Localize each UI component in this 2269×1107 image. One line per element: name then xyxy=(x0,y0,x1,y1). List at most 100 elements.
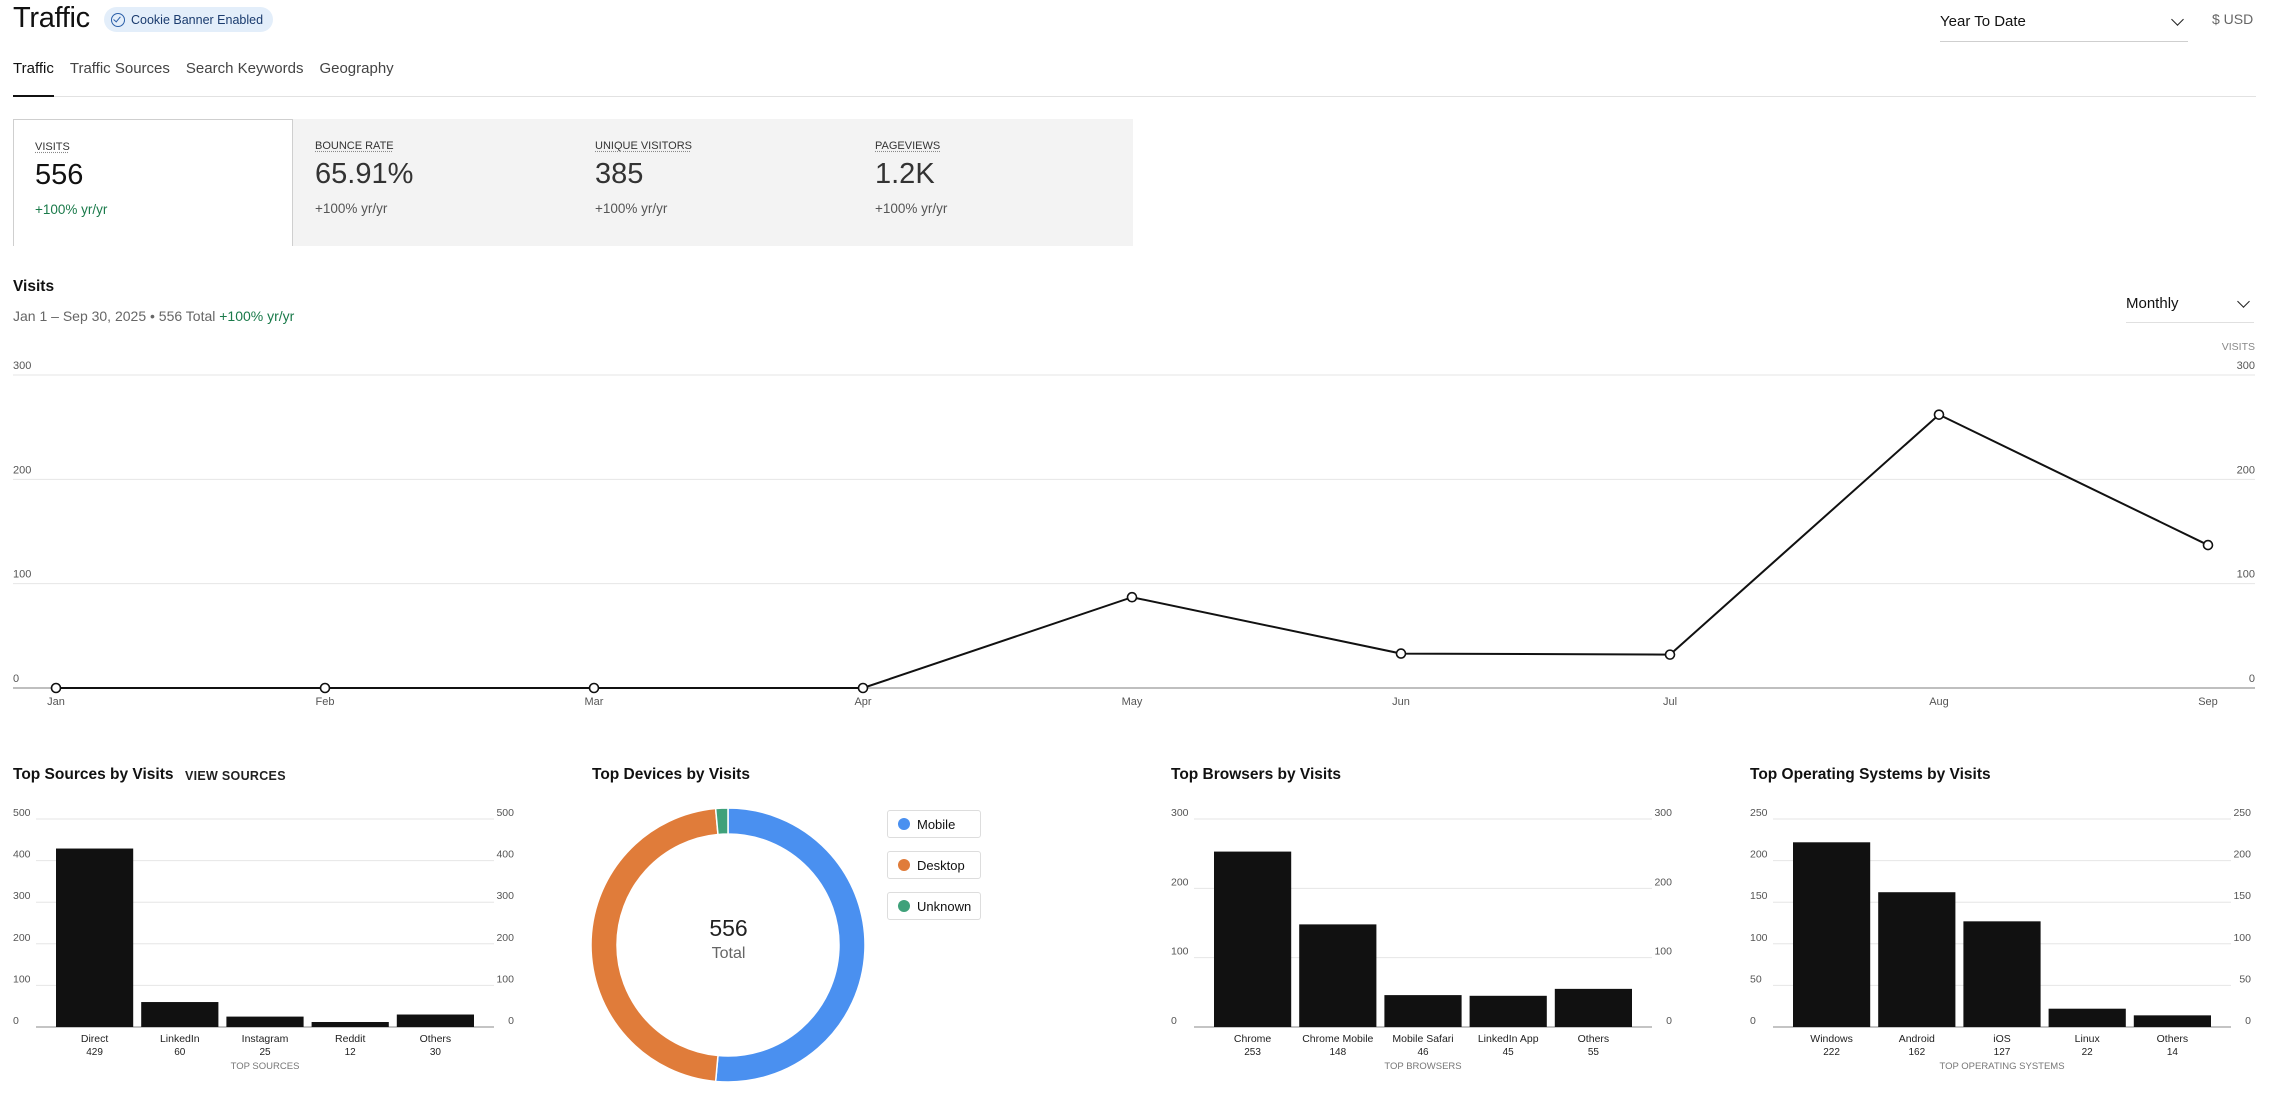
x-tick-label: Aug xyxy=(1929,696,1949,708)
y-tick-label-left: 50 xyxy=(1750,973,1762,985)
check-circle-icon xyxy=(111,12,125,27)
tab-search-keywords[interactable]: Search Keywords xyxy=(185,60,304,77)
x-axis-title: TOP OPERATING SYSTEMS xyxy=(1939,1061,2064,1072)
y-tick-label-left: 500 xyxy=(13,807,31,819)
period-value: Monthly xyxy=(2126,295,2179,312)
y-tick-label-right: 250 xyxy=(2233,807,2251,819)
y-tick-label-left: 200 xyxy=(1171,876,1189,888)
y-tick-label-left: 200 xyxy=(13,464,31,476)
page-title: Traffic xyxy=(13,2,90,34)
data-point xyxy=(319,682,331,694)
browsers-bar-chart: 0 0 100 100 200 200 300 300 Chrome 253 Chrome Mobi… xyxy=(1171,807,1672,1072)
donut-slice-unknown xyxy=(714,807,729,836)
legend-item-desktop[interactable]: Desktop xyxy=(887,851,981,879)
y-tick-label-right: 300 xyxy=(2237,360,2255,372)
y-tick-label-right: 200 xyxy=(1654,876,1672,888)
x-tick-label: Windows xyxy=(1810,1033,1853,1045)
bar-value-label: 14 xyxy=(2167,1047,2179,1058)
x-tick-label: Android xyxy=(1899,1033,1935,1045)
x-tick-label: Sep xyxy=(2198,696,2218,708)
tab-traffic[interactable]: Traffic xyxy=(13,55,54,97)
cookie-banner-badge[interactable]: Cookie Banner Enabled xyxy=(104,7,274,32)
bar-value-label: 46 xyxy=(1417,1047,1429,1058)
os-title: Top Operating Systems by Visits xyxy=(1750,766,1991,783)
kpi-label: BOUNCE RATE xyxy=(315,140,394,152)
date-range-select[interactable]: Year To Date xyxy=(1940,2,2188,42)
sources-title: Top Sources by Visits xyxy=(13,766,174,783)
sources-bar-chart: 0 0 100 100 200 200 300 300 400 400 500 500 Direct 42… xyxy=(13,807,514,1072)
chevron-down-icon xyxy=(2171,12,2184,26)
kpi-card-pageviews[interactable]: PAGEVIEWS 1.2K +100% yr/yr xyxy=(853,119,1133,246)
visits-subtitle: Jan 1 – Sep 30, 2025 • 556 Total +100% y… xyxy=(13,308,294,324)
chevron-down-icon xyxy=(2237,294,2250,308)
kpi-card-visits[interactable]: VISITS 556 +100% yr/yr xyxy=(13,119,293,246)
kpi-card-unique-visitors[interactable]: UNIQUE VISITORS 385 +100% yr/yr xyxy=(573,119,853,246)
date-range-value: Year To Date xyxy=(1940,13,2026,30)
y-tick-label-left: 300 xyxy=(1171,807,1189,819)
data-point xyxy=(1933,409,1945,420)
visits-title: Visits xyxy=(13,278,55,295)
kpi-change: +100% yr/yr xyxy=(595,201,668,216)
bar xyxy=(1469,995,1547,1027)
x-tick-label: Others xyxy=(2157,1033,2189,1045)
visits-line-chart: VISITS 0 0 100 100 200 200 300 300 Jan Feb Mar Apr Ma… xyxy=(13,341,2255,708)
currency-label: $ USD xyxy=(2212,11,2254,27)
y-tick-label-right: 400 xyxy=(496,849,514,861)
x-tick-label: Jun xyxy=(1392,696,1410,708)
legend-item-unknown[interactable]: Unknown xyxy=(887,892,981,920)
bar-value-label: 222 xyxy=(1823,1047,1840,1058)
kpi-value: 1.2K xyxy=(875,158,935,190)
data-point xyxy=(2202,539,2214,551)
y-tick-label-right: 100 xyxy=(1654,946,1672,958)
x-tick-label: Apr xyxy=(854,696,871,708)
bar xyxy=(1793,842,1871,1027)
x-tick-label: Chrome xyxy=(1234,1033,1272,1045)
tab-geography[interactable]: Geography xyxy=(319,60,394,77)
y-tick-label-left: 100 xyxy=(13,973,31,985)
bar xyxy=(56,848,134,1027)
bar-value-label: 148 xyxy=(1329,1047,1346,1058)
bar-value-label: 25 xyxy=(259,1047,271,1058)
y-tick-label-left: 200 xyxy=(13,932,31,944)
y-tick-label-left: 0 xyxy=(1750,1015,1756,1027)
y-tick-label-right: 150 xyxy=(2233,890,2251,902)
kpi-change: +100% yr/yr xyxy=(35,202,108,217)
x-axis-title: TOP SOURCES xyxy=(231,1061,300,1072)
visits-change: +100% yr/yr xyxy=(219,308,295,324)
devices-donut-chart xyxy=(590,807,866,1083)
kpi-value: 556 xyxy=(35,159,84,191)
bar-value-label: 127 xyxy=(1994,1047,2011,1058)
x-tick-label: Mar xyxy=(585,696,604,708)
tab-traffic-sources[interactable]: Traffic Sources xyxy=(69,60,170,77)
y-tick-label-left: 0 xyxy=(13,673,19,685)
y-axis-title: VISITS xyxy=(2222,341,2255,353)
view-sources-link[interactable]: VIEW SOURCES xyxy=(185,769,286,783)
kpi-change: +100% yr/yr xyxy=(315,201,388,216)
x-tick-label: Linux xyxy=(2075,1033,2101,1045)
x-tick-label: Mobile Safari xyxy=(1392,1033,1453,1045)
y-tick-label-right: 0 xyxy=(1666,1015,1672,1027)
legend-dot xyxy=(898,859,910,871)
kpi-value: 385 xyxy=(595,158,644,190)
legend-label: Mobile xyxy=(917,816,956,832)
y-tick-label-left: 400 xyxy=(13,849,31,861)
browsers-title: Top Browsers by Visits xyxy=(1171,766,1341,783)
y-tick-label-right: 0 xyxy=(2245,1015,2251,1027)
legend-dot xyxy=(898,818,910,830)
bar-value-label: 429 xyxy=(86,1047,103,1058)
bar xyxy=(2048,1008,2126,1027)
kpi-label: PAGEVIEWS xyxy=(875,140,941,152)
legend-item-mobile[interactable]: Mobile xyxy=(887,810,981,838)
data-point xyxy=(1664,649,1676,660)
bar xyxy=(1384,995,1462,1027)
bar xyxy=(311,1022,389,1027)
devices-title: Top Devices by Visits xyxy=(592,766,750,783)
kpi-row: VISITS 556 +100% yr/yr BOUNCE RATE 65.91… xyxy=(13,119,1133,246)
period-select[interactable]: Monthly xyxy=(2126,285,2254,323)
y-tick-label-right: 300 xyxy=(496,890,514,902)
y-tick-label-right: 100 xyxy=(496,973,514,985)
legend-dot xyxy=(898,900,910,912)
badge-label: Cookie Banner Enabled xyxy=(131,12,264,27)
kpi-card-bounce-rate[interactable]: BOUNCE RATE 65.91% +100% yr/yr xyxy=(293,119,573,246)
legend-label: Unknown xyxy=(917,898,972,914)
